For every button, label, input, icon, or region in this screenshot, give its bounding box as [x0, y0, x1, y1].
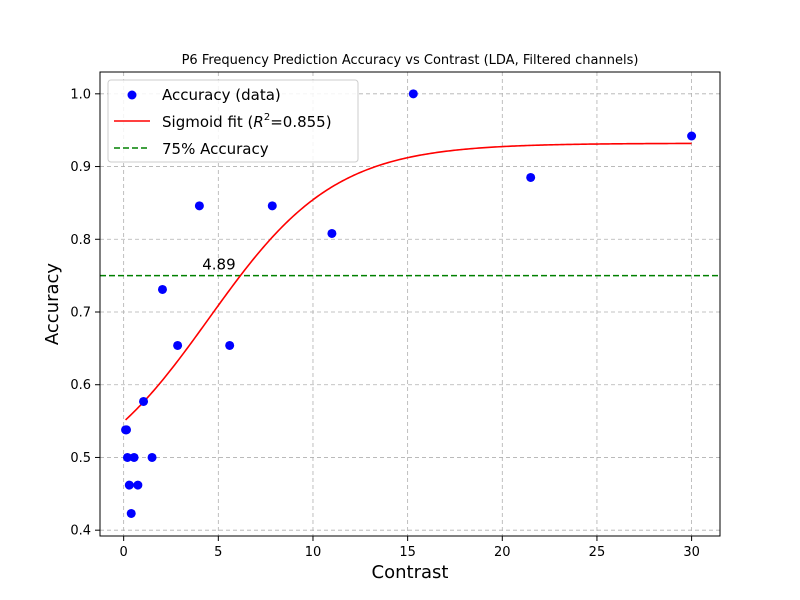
x-tick-label: 10	[305, 545, 322, 560]
x-axis-label: Contrast	[372, 562, 449, 583]
x-tick-label: 30	[683, 545, 700, 560]
data-point	[126, 508, 136, 518]
legend-label-fit: Sigmoid fit (R2=0.855)	[162, 112, 332, 131]
legend-fit-part-4: =0.855)	[270, 113, 331, 131]
data-point	[173, 340, 183, 350]
sigmoid-fit-line	[125, 142, 692, 421]
data-point	[408, 89, 418, 99]
data-point	[139, 396, 149, 406]
data-point	[267, 201, 277, 211]
data-point	[194, 201, 204, 211]
x-tick-label: 15	[399, 545, 416, 560]
x-tick-label: 25	[589, 545, 606, 560]
legend-fit-part-3: 2	[264, 112, 270, 123]
x-tick-label: 0	[120, 545, 128, 560]
x-tick-label: 20	[494, 545, 511, 560]
data-point	[687, 131, 697, 141]
data-point	[526, 172, 536, 182]
data-point	[133, 480, 143, 490]
legend: Accuracy (data) Sigmoid fit (R2=0.855) 7…	[107, 79, 359, 163]
y-axis-label: Accuracy	[42, 263, 63, 346]
legend-label-threshold: 75% Accuracy	[162, 140, 269, 158]
y-tick-label: 0.6	[70, 378, 91, 393]
legend-label-data: Accuracy (data)	[162, 86, 281, 104]
data-point	[225, 340, 235, 350]
y-tick-label: 0.8	[70, 233, 91, 248]
x-tick-label: 5	[214, 545, 222, 560]
data-point	[124, 480, 134, 490]
y-tick-label: 0.5	[70, 451, 91, 466]
legend-marker-data	[127, 90, 137, 100]
series-layer	[100, 89, 720, 518]
legend-fit-part-1: Sigmoid fit (	[162, 113, 253, 131]
data-point	[147, 452, 157, 462]
data-point	[327, 228, 337, 238]
ticks: 0 5 10 15 20 25 30 0.4 0.5 0.6 0.7 0.8 0.9 1.0	[70, 87, 700, 560]
legend-fit-part-2: R	[253, 113, 263, 131]
data-point	[157, 284, 167, 294]
chart-title: P6 Frequency Prediction Accuracy vs Cont…	[182, 53, 639, 68]
y-tick-label: 0.9	[70, 160, 91, 175]
y-tick-label: 0.7	[70, 306, 91, 321]
legend-box	[107, 79, 359, 163]
threshold-annotation: 4.89	[202, 256, 235, 274]
axes-frame	[99, 71, 721, 537]
data-point	[122, 425, 132, 435]
data-point	[129, 452, 139, 462]
y-tick-label: 0.4	[70, 524, 91, 539]
y-tick-label: 1.0	[70, 87, 91, 102]
data-point	[122, 452, 132, 462]
